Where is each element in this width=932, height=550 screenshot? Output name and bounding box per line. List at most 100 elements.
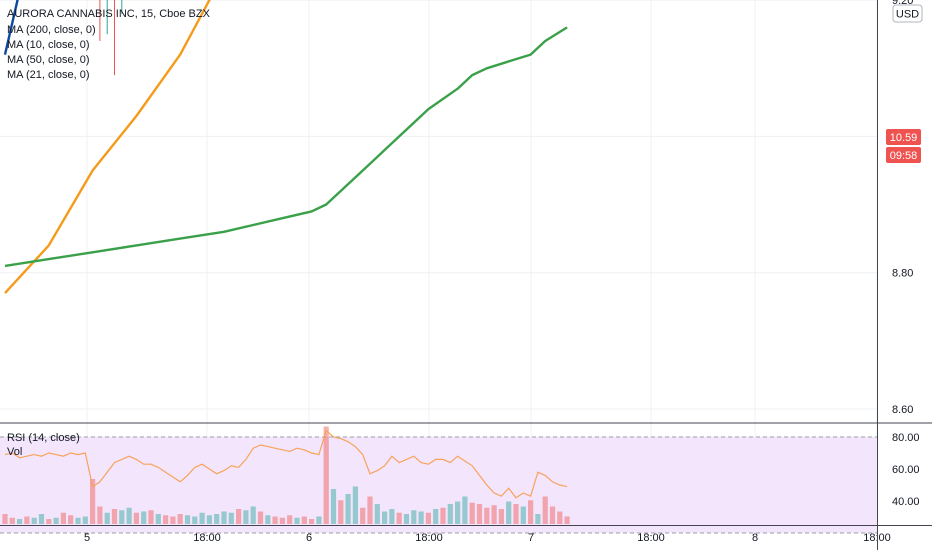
volume-bar xyxy=(367,496,373,524)
currency-label: USD xyxy=(896,9,919,21)
volume-bar xyxy=(111,509,118,524)
volume-bar xyxy=(279,517,285,524)
volume-bar xyxy=(177,514,183,524)
ma50-line xyxy=(4,0,211,294)
volume-bar xyxy=(396,512,402,524)
volume-bar xyxy=(506,501,512,524)
volume-bar xyxy=(243,510,249,524)
rsi-tick-label: 80.00 xyxy=(892,432,920,444)
volume-bar xyxy=(141,511,147,524)
volume-bar xyxy=(469,502,475,524)
volume-bar xyxy=(265,515,271,524)
legend-ma50: MA (50, close, 0) xyxy=(7,54,90,66)
volume-bar xyxy=(455,501,461,524)
volume-bar xyxy=(484,507,490,524)
volume-bar xyxy=(2,514,8,524)
volume-bar xyxy=(199,512,205,524)
legend-symbol: AURORA CANNABIS INC, 15, Cboe BZX xyxy=(7,8,211,20)
volume-bar xyxy=(68,515,74,524)
countdown-tag-bg xyxy=(886,147,921,163)
rsi-band-fill xyxy=(0,437,877,533)
rsi-tick-label: 40.00 xyxy=(892,496,920,508)
price-tick-label: 8.60 xyxy=(892,404,913,416)
volume-bar xyxy=(53,517,59,524)
volume-bar xyxy=(38,514,45,524)
countdown-value: 09:58 xyxy=(890,150,918,162)
volume-bar xyxy=(316,516,322,524)
volume-bar xyxy=(447,504,453,524)
volume-bar xyxy=(133,512,139,524)
volume-bar xyxy=(418,511,424,524)
volume-bar xyxy=(425,512,431,524)
price-tick-label: 9.20 xyxy=(892,0,913,7)
volume-bar xyxy=(206,515,212,524)
price-tick-label: 8.80 xyxy=(892,268,913,280)
rsi-line xyxy=(4,429,568,499)
volume-bar xyxy=(250,506,256,524)
time-tick-label: 18:00 xyxy=(193,532,221,544)
legend-ma200: MA (200, close, 0) xyxy=(7,24,96,36)
volume-bar xyxy=(24,516,30,524)
volume-bar xyxy=(389,509,395,524)
legend-vol: Vol xyxy=(7,446,22,458)
volume-bar xyxy=(214,514,220,524)
volume-bar xyxy=(374,504,380,524)
volume-bar xyxy=(90,479,96,524)
volume-bar xyxy=(564,516,570,524)
rsi-band xyxy=(0,436,877,534)
volume-bar xyxy=(462,496,468,524)
last-price-tag-bg xyxy=(886,129,921,145)
ma200-line xyxy=(4,26,568,268)
currency-badge[interactable]: USD xyxy=(892,4,923,23)
rsi-path xyxy=(4,429,568,499)
volume-bar xyxy=(498,509,504,524)
currency-badge-frame xyxy=(892,4,923,23)
volume-bar xyxy=(345,494,351,524)
last-price-value: 10.59 xyxy=(890,132,918,144)
volume-bar xyxy=(75,517,81,524)
volume-bar xyxy=(170,516,176,524)
time-tick-label: 7 xyxy=(528,532,534,544)
volume-bar xyxy=(46,519,52,524)
volume-bar xyxy=(221,511,227,524)
volume-bars xyxy=(2,426,570,524)
volume-bar xyxy=(338,500,344,524)
volume-bar xyxy=(513,504,519,524)
volume-bar xyxy=(301,516,307,524)
volume-bar xyxy=(148,510,154,524)
legend-rsi: RSI (14, close) xyxy=(7,432,80,444)
volume-bar xyxy=(104,512,110,524)
time-tick-label: 5 xyxy=(84,532,90,544)
volume-bar xyxy=(287,515,293,524)
volume-bar xyxy=(184,515,191,524)
volume-bar xyxy=(60,512,66,524)
volume-bar xyxy=(557,511,563,524)
volume-bar xyxy=(17,519,23,524)
volume-bar xyxy=(323,426,329,524)
volume-bar xyxy=(360,507,366,524)
volume-bar xyxy=(352,486,358,524)
legend: AURORA CANNABIS INC, 15, Cboe BZX MA (20… xyxy=(7,8,211,458)
volume-bar xyxy=(491,505,497,524)
volume-bar xyxy=(411,510,417,524)
volume-bar xyxy=(97,506,103,524)
volume-bar xyxy=(236,509,242,524)
volume-bar xyxy=(433,509,439,524)
volume-bar xyxy=(155,514,161,524)
time-tick-label: 8 xyxy=(752,532,758,544)
volume-bar xyxy=(403,514,410,524)
volume-bar xyxy=(119,510,125,524)
volume-bar xyxy=(528,500,534,524)
candles[interactable] xyxy=(2,0,569,76)
time-tick-label: 18:00 xyxy=(637,532,665,544)
volume-bar xyxy=(542,496,548,524)
volume-bar xyxy=(309,519,315,524)
volume-bar xyxy=(476,504,483,524)
volume-bar xyxy=(382,511,388,524)
volume-bar xyxy=(126,507,132,524)
volume-bar xyxy=(294,517,300,524)
volume-bar xyxy=(192,516,198,524)
moving-average-lines xyxy=(3,0,568,294)
volume-bar xyxy=(9,517,15,524)
